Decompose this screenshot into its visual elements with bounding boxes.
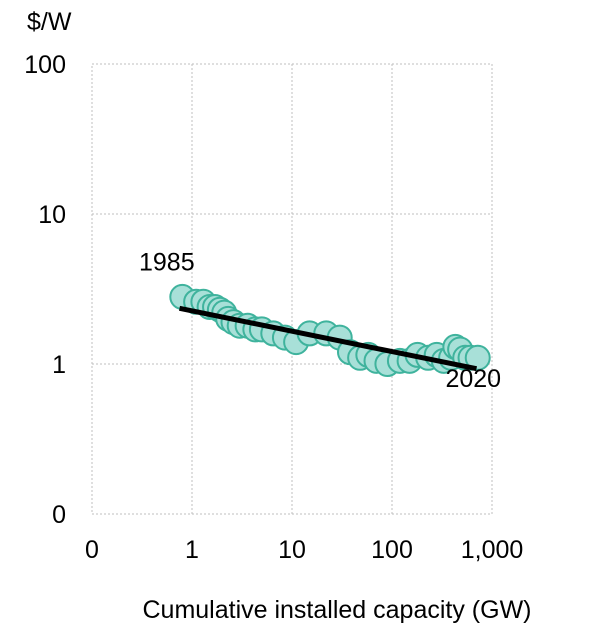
y-tick-label: 0 — [52, 501, 66, 529]
year-annotation: 1985 — [139, 249, 195, 277]
trend-line-layer — [179, 305, 478, 372]
y-tick-label: 10 — [38, 201, 66, 229]
year-annotation: 2020 — [445, 365, 501, 393]
x-tick-label: 1,000 — [461, 536, 524, 564]
plot-area-border — [91, 63, 493, 515]
x-axis-label: Cumulative installed capacity (GW) — [142, 596, 531, 624]
y-tick-label: 1 — [52, 351, 66, 379]
y-axis-label: $/W — [27, 8, 72, 36]
grid-layer — [92, 64, 492, 514]
tick-labels: 0 1 10 100 1,000 0 1 10 100 — [24, 51, 523, 564]
x-tick-label: 0 — [85, 536, 99, 564]
trend-line — [179, 305, 478, 372]
x-tick-label: 1 — [185, 536, 199, 564]
x-tick-label: 10 — [278, 536, 306, 564]
annotations: 1985 2020 — [139, 249, 501, 394]
y-tick-label: 100 — [24, 51, 66, 79]
x-tick-label: 100 — [371, 536, 413, 564]
data-point — [464, 344, 491, 371]
